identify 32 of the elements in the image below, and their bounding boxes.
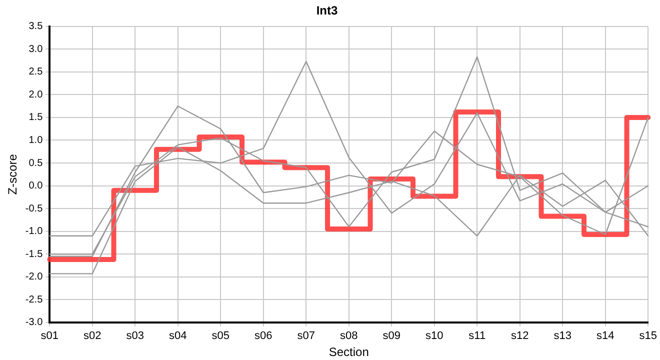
x-tick-label: s09 bbox=[382, 330, 401, 342]
x-tick-label: s01 bbox=[40, 330, 59, 342]
y-tick-label: 3.0 bbox=[28, 44, 44, 55]
x-tick-label: s12 bbox=[511, 330, 529, 342]
y-tick-label: -1.5 bbox=[25, 248, 44, 260]
x-tick-label: s04 bbox=[169, 330, 187, 342]
y-axis-title: Z-score bbox=[6, 154, 20, 195]
x-tick-label: s03 bbox=[126, 330, 144, 342]
x-tick-label: s02 bbox=[84, 330, 102, 342]
y-tick-label: -0.5 bbox=[25, 203, 44, 214]
x-tick-label: s15 bbox=[639, 330, 658, 342]
y-tick-label: 1.0 bbox=[28, 134, 44, 146]
x-tick-label: s10 bbox=[426, 330, 444, 342]
y-tick-label: -1.0 bbox=[25, 226, 44, 238]
y-tick-label: 0.0 bbox=[28, 180, 44, 192]
x-tick-label: s06 bbox=[254, 330, 272, 342]
chart-title: Int3 bbox=[316, 4, 338, 18]
y-tick-label: 1.5 bbox=[28, 112, 44, 124]
y-tick-label: 3.5 bbox=[28, 21, 44, 32]
x-tick-label: s11 bbox=[468, 330, 486, 342]
y-tick-label: -3.0 bbox=[25, 317, 44, 328]
y-tick-label: -2.5 bbox=[25, 294, 44, 306]
y-tick-label: 2.5 bbox=[28, 66, 44, 78]
y-tick-label: -2.0 bbox=[25, 272, 44, 283]
y-tick-label: 2.0 bbox=[28, 89, 44, 100]
x-tick-label: s07 bbox=[297, 330, 316, 342]
x-tick-label: s14 bbox=[596, 330, 614, 342]
y-tick-label: 0.5 bbox=[28, 158, 44, 169]
x-tick-label: s13 bbox=[554, 330, 572, 342]
x-tick-label: s05 bbox=[212, 330, 230, 342]
x-axis-title: Section bbox=[328, 345, 369, 360]
x-tick-label: s08 bbox=[340, 330, 358, 342]
